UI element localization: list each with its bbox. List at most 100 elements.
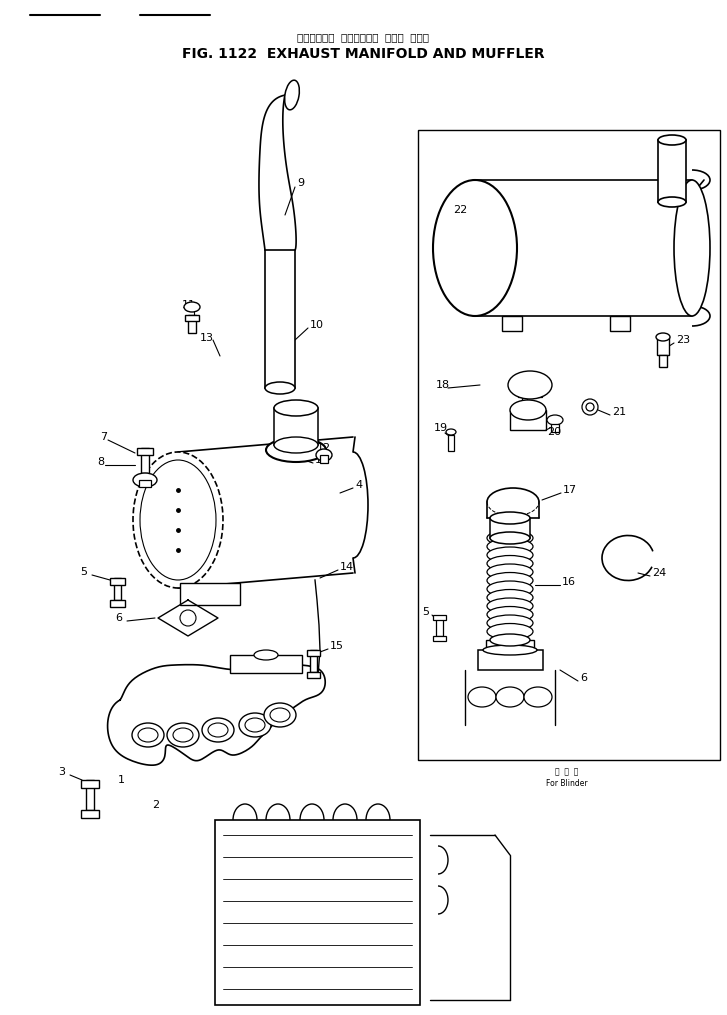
Ellipse shape — [524, 687, 552, 707]
Bar — [551, 424, 559, 432]
Bar — [658, 140, 686, 202]
Bar — [141, 448, 149, 473]
Ellipse shape — [483, 645, 537, 655]
Ellipse shape — [202, 718, 234, 742]
Ellipse shape — [487, 539, 533, 554]
Text: 15: 15 — [330, 641, 344, 651]
Text: 7: 7 — [100, 432, 107, 442]
Bar — [188, 315, 196, 333]
Bar — [139, 480, 151, 487]
Text: For Blinder: For Blinder — [546, 779, 588, 788]
Text: 16: 16 — [562, 577, 576, 587]
Ellipse shape — [487, 623, 533, 639]
Ellipse shape — [132, 723, 164, 747]
Ellipse shape — [254, 650, 278, 660]
Text: 23: 23 — [676, 335, 690, 345]
Ellipse shape — [674, 180, 710, 316]
Bar — [180, 583, 240, 605]
Ellipse shape — [496, 687, 524, 707]
Text: 21: 21 — [612, 407, 626, 417]
Bar — [486, 640, 534, 650]
Text: 24: 24 — [652, 568, 666, 578]
Bar — [310, 650, 317, 672]
Ellipse shape — [285, 80, 300, 110]
Text: エキゾースト  マニホールド  および  マフラ: エキゾースト マニホールド および マフラ — [297, 32, 429, 42]
Bar — [518, 377, 526, 397]
Text: 22: 22 — [453, 205, 467, 215]
Bar — [418, 130, 720, 760]
Ellipse shape — [316, 449, 332, 461]
Bar — [230, 655, 302, 673]
Ellipse shape — [487, 590, 533, 606]
Ellipse shape — [180, 610, 196, 626]
Bar — [534, 377, 542, 397]
Ellipse shape — [510, 400, 546, 420]
Ellipse shape — [487, 564, 533, 580]
Ellipse shape — [266, 438, 326, 462]
Bar — [659, 355, 667, 367]
Bar — [265, 250, 295, 388]
Text: 9: 9 — [297, 178, 304, 188]
Ellipse shape — [487, 607, 533, 622]
Text: 6: 6 — [580, 673, 587, 683]
Ellipse shape — [487, 572, 533, 589]
Bar — [307, 650, 320, 656]
Text: 5: 5 — [422, 607, 429, 617]
Text: 14: 14 — [340, 562, 354, 572]
Text: 13: 13 — [315, 455, 329, 465]
Text: 2: 2 — [152, 800, 159, 810]
Bar — [657, 337, 669, 355]
Text: 18: 18 — [436, 380, 450, 390]
Text: 6: 6 — [115, 613, 122, 623]
Ellipse shape — [487, 598, 533, 614]
Text: 5: 5 — [80, 567, 87, 577]
Ellipse shape — [586, 403, 594, 411]
Bar — [110, 578, 125, 585]
Text: 17: 17 — [563, 485, 577, 495]
Bar — [185, 315, 199, 321]
Ellipse shape — [490, 532, 530, 544]
Text: 参  考  用: 参 考 用 — [555, 767, 579, 776]
Ellipse shape — [265, 382, 295, 394]
Bar — [522, 397, 527, 407]
Ellipse shape — [274, 437, 318, 453]
Text: 1: 1 — [118, 775, 125, 785]
Ellipse shape — [433, 180, 517, 316]
Ellipse shape — [490, 634, 530, 646]
Bar — [320, 455, 328, 463]
Bar — [114, 578, 121, 600]
Text: 10: 10 — [310, 320, 324, 330]
Ellipse shape — [167, 723, 199, 747]
Ellipse shape — [446, 429, 456, 435]
Text: 8: 8 — [97, 457, 104, 467]
Ellipse shape — [490, 512, 530, 524]
Ellipse shape — [487, 555, 533, 571]
Ellipse shape — [184, 302, 200, 312]
Bar — [307, 672, 320, 678]
Ellipse shape — [487, 530, 533, 546]
Ellipse shape — [508, 371, 552, 399]
Bar — [110, 600, 125, 607]
Text: FIG. 1122  EXHAUST MANIFOLD AND MUFFLER: FIG. 1122 EXHAUST MANIFOLD AND MUFFLER — [182, 47, 545, 61]
Ellipse shape — [487, 581, 533, 597]
Bar — [448, 435, 454, 451]
Bar — [215, 820, 420, 1005]
Ellipse shape — [208, 723, 228, 737]
Bar — [137, 448, 153, 455]
Ellipse shape — [487, 615, 533, 631]
Bar — [510, 410, 546, 430]
Ellipse shape — [582, 399, 598, 415]
Bar — [433, 636, 446, 641]
Ellipse shape — [658, 197, 686, 207]
Bar — [81, 810, 99, 818]
Text: 12: 12 — [317, 443, 331, 453]
Ellipse shape — [140, 460, 216, 580]
Ellipse shape — [656, 333, 670, 341]
Bar — [436, 618, 443, 636]
Text: 11: 11 — [182, 300, 196, 310]
Bar — [490, 518, 530, 538]
Ellipse shape — [133, 452, 223, 588]
Bar — [502, 316, 522, 331]
Text: 4: 4 — [355, 480, 362, 490]
Bar — [433, 615, 446, 620]
